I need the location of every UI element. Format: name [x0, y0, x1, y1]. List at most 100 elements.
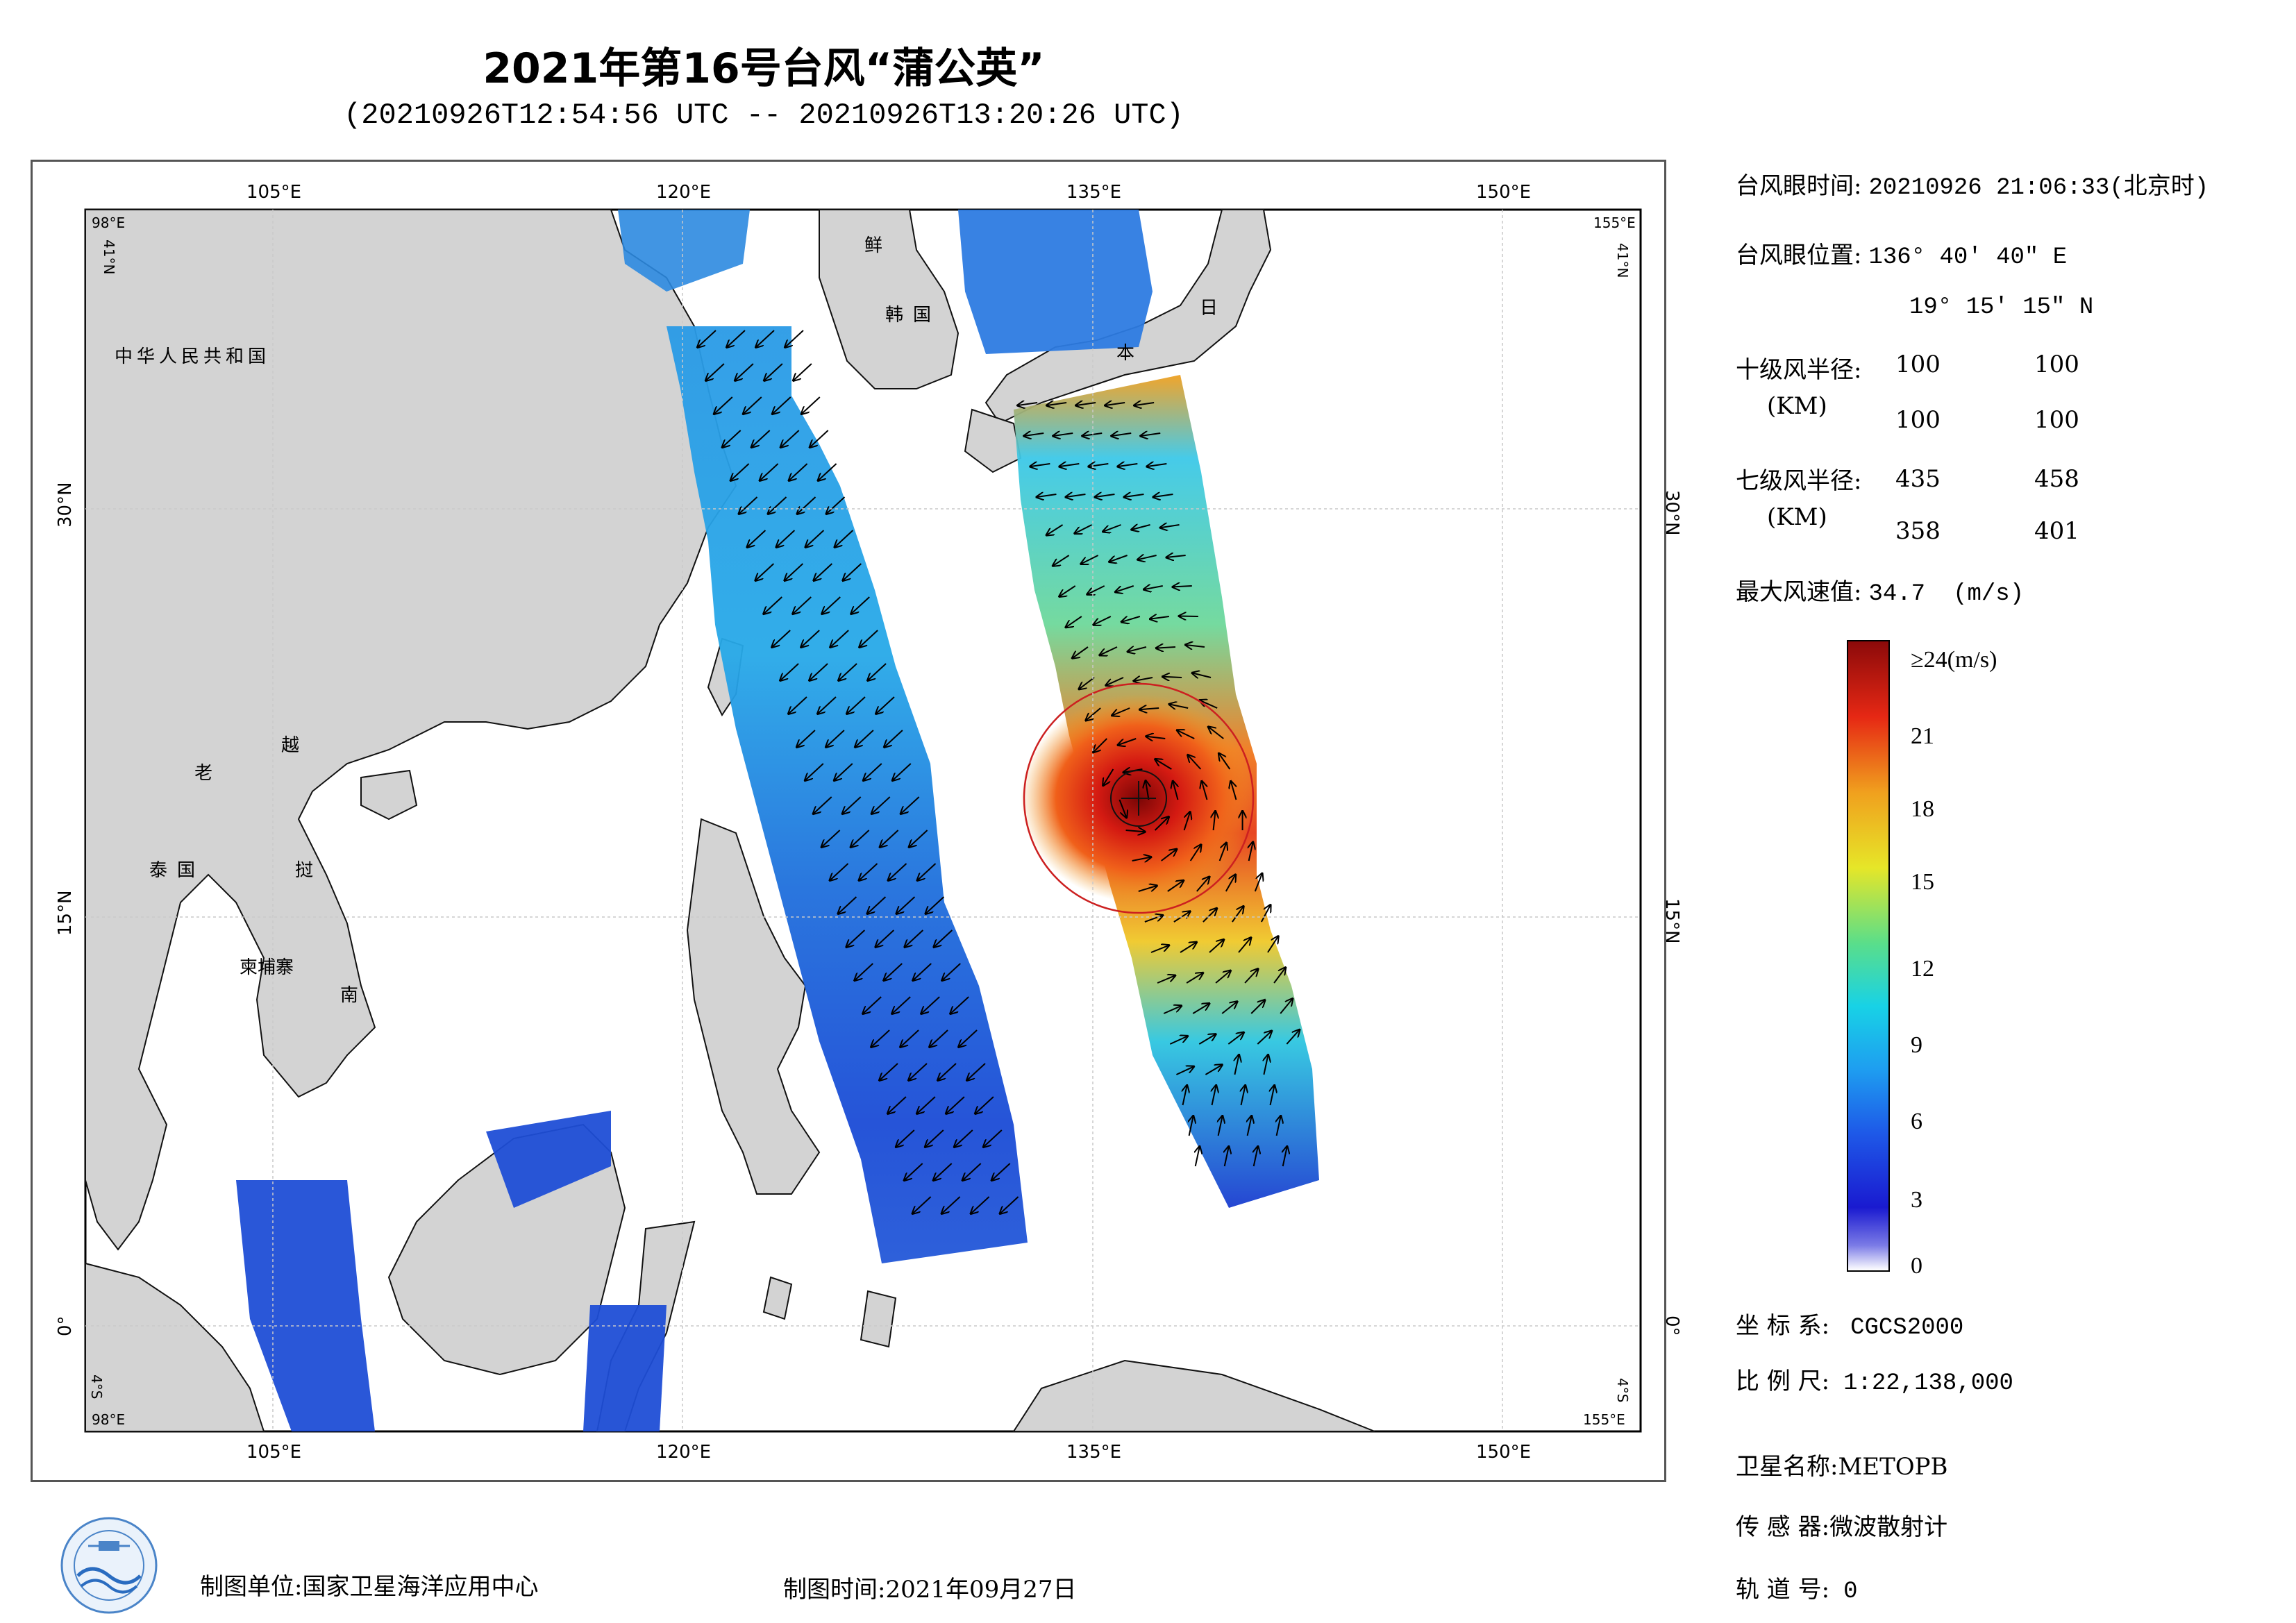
wind-arrow: [880, 1063, 898, 1080]
corner-tr-lon: 155°E: [1593, 215, 1636, 231]
wind-arrow: [942, 963, 961, 980]
wind-arrow: [971, 1196, 990, 1213]
eye-pos-label: 台风眼位置:: [1736, 242, 1862, 269]
wind-arrow: [1024, 433, 1044, 436]
wind-arrow: [885, 730, 903, 747]
eye-pos-lat: 19° 15′ 15″ N: [1909, 294, 2094, 321]
colorbar-tick-12: 12: [1911, 956, 1934, 982]
wind-arrow: [1030, 464, 1050, 466]
wind-arrow: [1188, 755, 1202, 770]
wind-arrow: [1163, 677, 1182, 678]
r7-ne: 435: [1895, 465, 1941, 493]
wind-arrow: [1053, 433, 1073, 436]
wind-arrow: [1214, 812, 1216, 831]
wind-arrow: [1203, 909, 1216, 923]
wind-arrow: [896, 1129, 915, 1147]
wind-arrow: [1175, 1067, 1193, 1075]
wind-arrow: [967, 1063, 986, 1080]
label-vietnam-2: 南: [340, 985, 358, 1006]
wind-arrow: [739, 496, 758, 514]
nsoas-logo-icon: [60, 1517, 158, 1614]
wind-arrow: [764, 596, 782, 614]
colorbar-tick-9: 9: [1911, 1032, 1922, 1058]
wind-arrow: [1215, 971, 1230, 984]
eye-position-row: 台风眼位置: 136° 40′ 40″ E: [1736, 236, 2067, 271]
orbit-row: 轨 道 号: 0: [1736, 1570, 1857, 1605]
land-layer: [85, 209, 1375, 1432]
wind-arrow: [1280, 999, 1292, 1014]
eye-pos-lon: 136° 40′ 40″ E: [1868, 244, 2068, 271]
max-wind-value: 34.7: [1868, 581, 1926, 607]
label-thailand: 泰国: [149, 860, 205, 881]
wind-arrow: [781, 430, 800, 447]
label-cambodia: 柬埔寨: [240, 957, 294, 978]
wind-arrow: [1081, 555, 1099, 564]
wind-arrow: [1076, 403, 1096, 405]
wind-arrow: [889, 863, 907, 880]
footer-unit-row: 制图单位:国家卫星海洋应用中心: [200, 1567, 538, 1601]
wind-arrow: [950, 996, 969, 1014]
r7-nw: 401: [2034, 517, 2079, 545]
wind-arrow: [1125, 830, 1145, 832]
wind-arrow: [868, 663, 887, 680]
corner-tr-lat: 41°N: [1614, 243, 1631, 278]
wind-arrow: [1116, 585, 1134, 592]
wind-arrow: [900, 1029, 919, 1047]
wind-arrow: [860, 630, 878, 647]
wind-arrow: [888, 1096, 907, 1113]
wind-arrow: [1231, 782, 1237, 800]
wind-arrow: [901, 796, 920, 814]
wind-arrow: [905, 1163, 923, 1180]
scale-value: 1:22,138,000: [1843, 1370, 2013, 1397]
lon-tick-top-105: 105°E: [246, 182, 301, 203]
wind-arrow: [918, 863, 937, 880]
wind-arrow: [942, 1196, 961, 1213]
wind-arrow: [1167, 881, 1183, 892]
eye-time-value: 20210926 21:06:33(北京时): [1868, 175, 2209, 201]
wind-arrow: [1169, 1036, 1187, 1045]
wind-arrow: [772, 630, 791, 647]
lon-tick-top-135: 135°E: [1066, 182, 1121, 203]
graticule: [85, 210, 1640, 1431]
wind-arrow: [1189, 1116, 1193, 1136]
wind-arrow: [1234, 1055, 1239, 1075]
wind-arrow: [1095, 494, 1115, 497]
corner-br-lon: 155°E: [1583, 1411, 1625, 1428]
footer-date-label: 制图时间:: [783, 1576, 886, 1604]
wind-arrow: [1267, 936, 1278, 953]
wind-arrow: [830, 630, 849, 647]
wind-arrow: [905, 930, 924, 947]
satellite-value: METOPB: [1838, 1453, 1948, 1481]
wind-arrow: [731, 463, 750, 480]
wind-arrow: [1059, 585, 1076, 596]
wind-arrow: [963, 1163, 982, 1180]
swath-1-north: [958, 210, 1153, 354]
wind-arrow: [797, 730, 816, 747]
wind-arrow: [830, 863, 849, 880]
wind-arrow: [1161, 850, 1177, 861]
wind-arrow: [909, 1063, 928, 1080]
wind-arrow: [1089, 464, 1109, 466]
r7-unit: (KM): [1767, 503, 1827, 531]
wind-arrow: [789, 463, 808, 480]
satellite-label: 卫星名称:: [1736, 1453, 1838, 1481]
wind-arrow: [1232, 907, 1243, 923]
wind-arrow: [1250, 1000, 1264, 1014]
wind-arrow: [913, 1196, 932, 1213]
wind-arrow: [1271, 1086, 1275, 1106]
wind-arrow: [1112, 433, 1132, 436]
wind-arrow: [714, 396, 733, 414]
wind-arrow: [1150, 945, 1168, 953]
wind-arrow: [810, 663, 828, 680]
scale-row: 比 例 尺: 1:22,138,000: [1736, 1362, 2013, 1397]
label-korea-s: 韩国: [885, 305, 941, 326]
wind-arrow: [955, 1129, 973, 1147]
wind-arrow: [793, 596, 812, 614]
wind-arrow: [880, 830, 899, 847]
max-wind-label: 最大风速值:: [1736, 578, 1862, 606]
label-china: 中华人民共和国: [115, 346, 270, 367]
label-laos-2: 挝: [295, 860, 313, 881]
r10-nw: 100: [2034, 406, 2079, 434]
footer-date-row: 制图时间:2021年09月27日: [783, 1570, 1077, 1604]
